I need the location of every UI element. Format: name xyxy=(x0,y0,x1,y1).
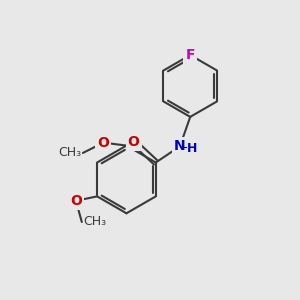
Text: CH₃: CH₃ xyxy=(83,215,106,229)
Text: O: O xyxy=(128,135,140,149)
Text: N: N xyxy=(174,139,186,153)
Text: F: F xyxy=(185,48,195,62)
Text: O: O xyxy=(70,194,82,208)
Text: O: O xyxy=(98,136,110,150)
Text: H: H xyxy=(187,142,197,155)
Text: CH₃: CH₃ xyxy=(58,146,81,159)
